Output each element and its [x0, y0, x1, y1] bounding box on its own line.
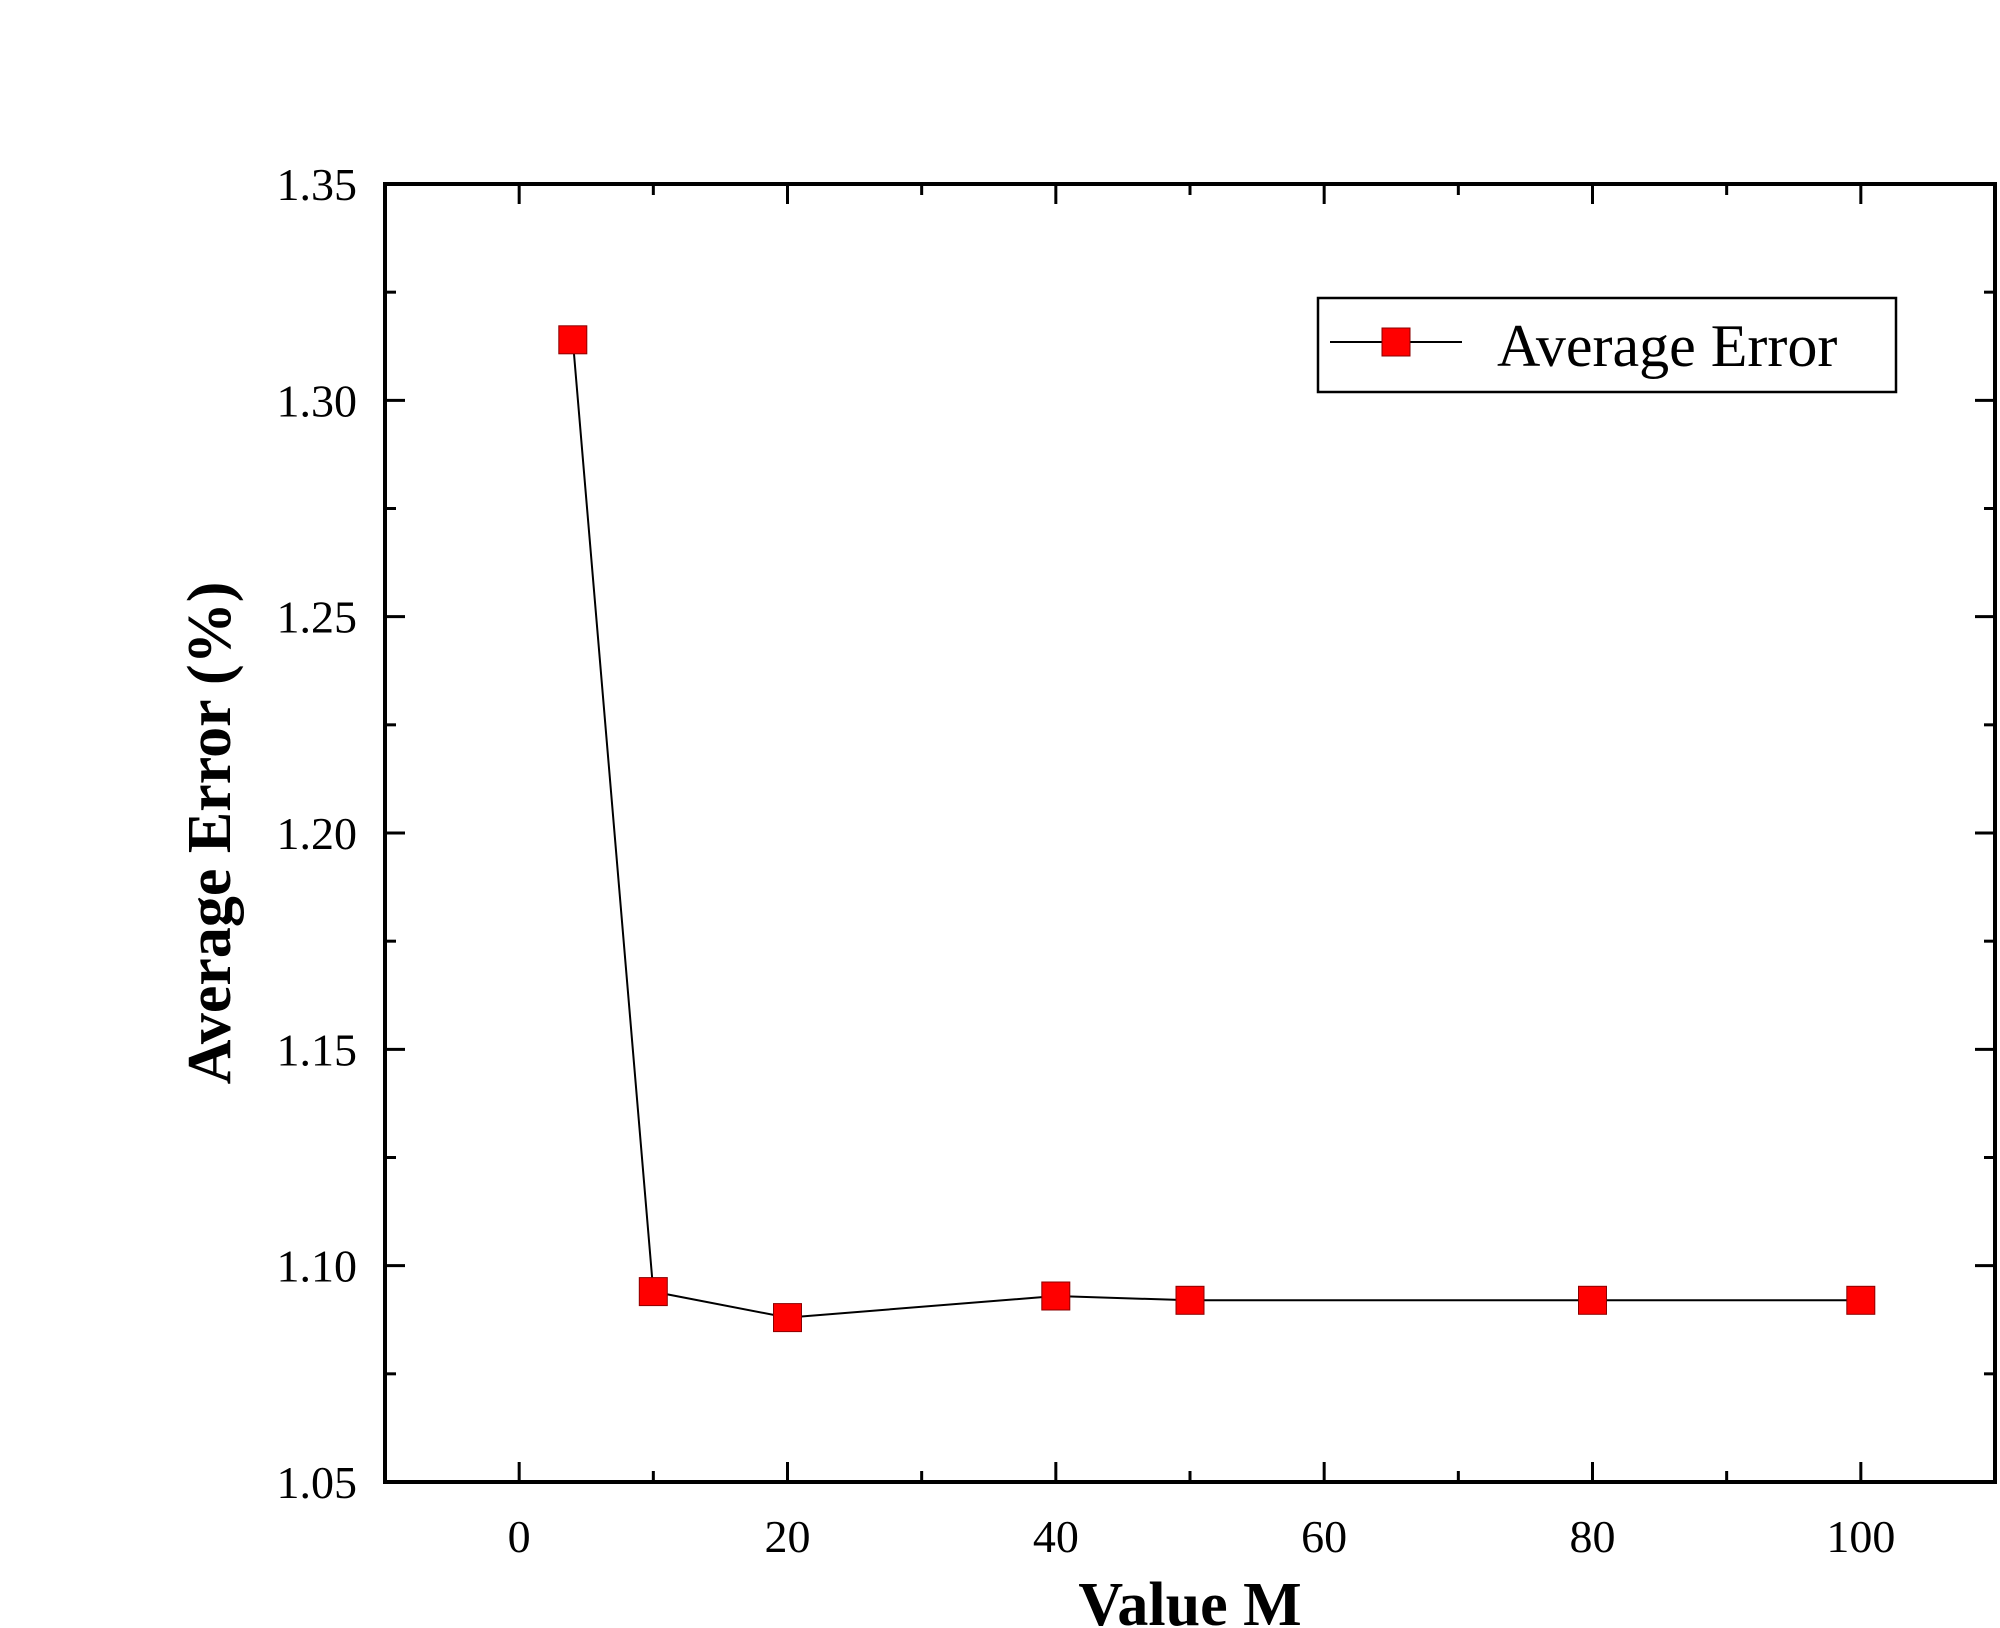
- x-tick-label: 80: [1570, 1511, 1616, 1562]
- x-tick-label: 20: [765, 1511, 811, 1562]
- legend: Average Error: [1316, 296, 1898, 394]
- y-tick-label: 1.25: [277, 592, 358, 643]
- axis-tick-labels: 0 20 40 60 80 100 1.05 1.10 1.15 1.20 1.25 1.30 1.35: [277, 159, 1896, 1562]
- y-axis-title: Average Error (%): [176, 582, 244, 1085]
- x-tick-label: 60: [1301, 1511, 1347, 1562]
- series-line: [571, 339, 1861, 1319]
- data-point-marker: [773, 1303, 802, 1333]
- axis-ticks: [385, 182, 1995, 1484]
- legend-marker: [1381, 327, 1411, 357]
- x-axis-title: Value M: [1078, 1571, 1301, 1628]
- data-point-marker: [558, 325, 588, 355]
- y-tick-label: 1.10: [277, 1241, 358, 1292]
- y-tick-label: 1.05: [277, 1457, 358, 1508]
- series-markers: [558, 325, 1876, 1333]
- y-tick-label: 1.35: [277, 159, 358, 210]
- x-tick-label: 40: [1033, 1511, 1079, 1562]
- data-point-marker: [1578, 1285, 1607, 1315]
- data-point-marker: [1041, 1281, 1071, 1311]
- legend-box: [1316, 296, 1898, 394]
- data-point-marker: [638, 1277, 668, 1307]
- legend-label: Average Error: [1497, 313, 1837, 379]
- x-tick-label: 100: [1826, 1511, 1895, 1562]
- y-tick-label: 1.15: [277, 1024, 358, 1075]
- y-tick-label: 1.20: [277, 808, 358, 859]
- data-point-marker: [1175, 1285, 1205, 1315]
- data-point-marker: [1846, 1285, 1876, 1315]
- y-tick-label: 1.30: [277, 375, 358, 426]
- x-tick-label: 0: [508, 1511, 531, 1562]
